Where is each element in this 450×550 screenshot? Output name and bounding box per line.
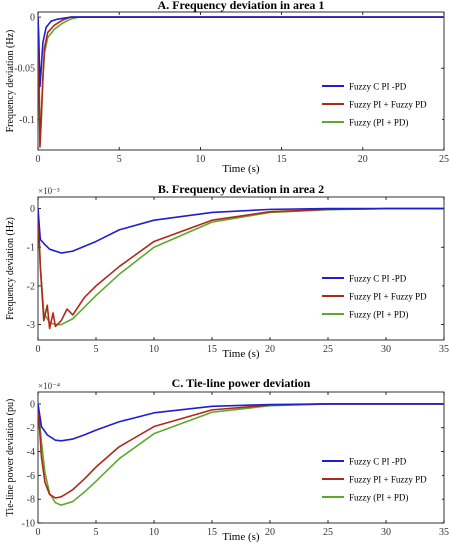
y-tick-label: 0 (30, 13, 35, 24)
legend-entry-1: Fuzzy PI + Fuzzy PD (349, 100, 427, 110)
y-tick-label: 0 (30, 204, 35, 215)
x-tick-label: 35 (439, 344, 449, 355)
series-line-0 (38, 403, 444, 442)
x-tick-label: 20 (358, 154, 368, 165)
chart-title: C. Tie-line power deviation (172, 376, 311, 390)
series-line-1 (38, 403, 444, 499)
plot-area-frame (37, 11, 445, 151)
x-axis-label: Time (s) (222, 348, 260, 360)
chart-panel-1: B. Frequency deviation in area 2 0 5 10 15 20… (5, 182, 449, 360)
x-tick-label: 25 (323, 527, 333, 538)
y-tick-label: -4 (27, 447, 35, 458)
x-axis-label: Time (s) (222, 531, 260, 543)
legend-entry-2: Fuzzy (PI + PD) (349, 310, 408, 320)
y-exponent-label: ×10⁻⁴ (38, 381, 60, 391)
y-axis-label: Tie-line power deviation (pu) (5, 399, 16, 517)
x-tick-label: 20 (265, 527, 275, 538)
chart-title: A. Frequency deviation in area 1 (158, 0, 325, 12)
chart-title: B. Frequency deviation in area 2 (158, 182, 324, 196)
plot-area-frame (37, 391, 445, 524)
y-tick-label: -2 (27, 423, 35, 434)
x-tick-label: 10 (149, 344, 159, 355)
x-tick-label: 5 (94, 344, 99, 355)
series-line-0 (38, 207, 444, 254)
chart-panel-0: A. Frequency deviation in area 1 0 5 10 15 20… (5, 0, 449, 175)
legend-entry-1: Fuzzy PI + Fuzzy PD (349, 292, 427, 302)
y-tick-label: -8 (27, 495, 35, 506)
x-tick-label: 15 (207, 344, 217, 355)
y-tick-label: -0.1 (19, 115, 35, 126)
legend-entry-2: Fuzzy (PI + PD) (349, 493, 408, 503)
x-tick-label: 15 (207, 527, 217, 538)
x-tick-label: 10 (195, 154, 205, 165)
x-tick-label: 25 (439, 154, 449, 165)
y-tick-label: -1 (27, 243, 35, 254)
x-tick-label: 30 (381, 527, 391, 538)
legend-entry-0: Fuzzy C PI -PD (349, 274, 407, 284)
y-axis-label: Frequency deviation (Hz) (5, 217, 16, 320)
x-tick-label: 5 (94, 527, 99, 538)
y-tick-label: -2 (27, 281, 35, 292)
x-tick-label: 5 (117, 154, 122, 165)
x-tick-label: 35 (439, 527, 449, 538)
plot-area-frame (37, 196, 445, 341)
y-tick-label: 0 (30, 399, 35, 410)
chart-panel-2: C. Tie-line power deviation 0 5 10 15 20 25 30 3… (5, 376, 449, 543)
legend-entry-0: Fuzzy C PI -PD (349, 82, 407, 92)
legend-entry-0: Fuzzy C PI -PD (349, 457, 407, 467)
y-exponent-label: ×10⁻³ (38, 186, 60, 196)
y-axis-label: Frequency deviation (Hz) (5, 30, 16, 133)
x-tick-label: 20 (265, 344, 275, 355)
y-tick-label: -3 (27, 320, 35, 331)
x-tick-label: 0 (36, 344, 41, 355)
x-tick-label: 25 (323, 344, 333, 355)
x-axis-label: Time (s) (222, 163, 260, 175)
series-line-1 (38, 207, 444, 330)
y-tick-label: -6 (27, 471, 35, 482)
series-line-0 (38, 16, 444, 88)
series-line-2 (38, 403, 444, 506)
x-tick-label: 0 (36, 154, 41, 165)
x-tick-label: 30 (381, 344, 391, 355)
legend-entry-2: Fuzzy (PI + PD) (349, 118, 408, 128)
x-tick-label: 0 (36, 527, 41, 538)
y-tick-label: -0.05 (14, 64, 35, 75)
legend-entry-1: Fuzzy PI + Fuzzy PD (349, 475, 427, 485)
x-tick-label: 10 (149, 527, 159, 538)
x-tick-label: 15 (277, 154, 287, 165)
y-tick-label: -10 (22, 519, 35, 530)
